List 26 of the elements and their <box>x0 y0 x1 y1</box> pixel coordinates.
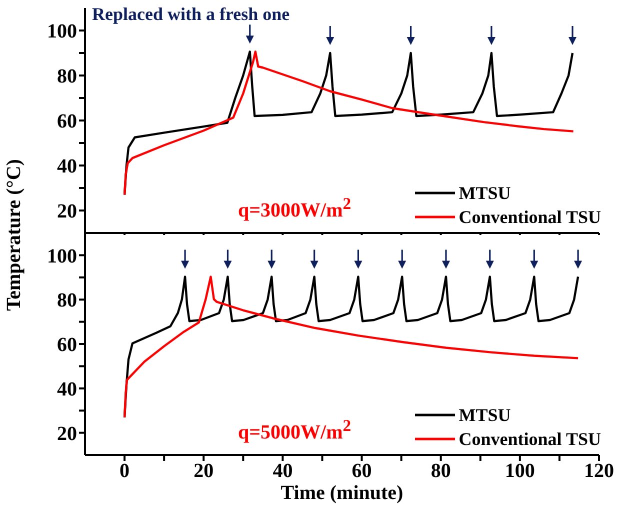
legend-label: MTSU <box>458 182 511 204</box>
y-tick-label: 40 <box>57 378 77 400</box>
legend-label: Conventional TSU <box>458 428 601 450</box>
x-tick-label: 20 <box>194 460 214 482</box>
x-tick-label: 80 <box>430 460 451 482</box>
x-tick-label: 60 <box>352 460 372 482</box>
annotation: Replaced with a fresh one <box>92 4 290 25</box>
annotation: q=5000W/m$^{2}$ <box>238 416 352 445</box>
y-tick-label: 60 <box>57 334 77 356</box>
legend-label: Conventional TSU <box>458 206 601 228</box>
x-tick-label: 40 <box>272 460 293 482</box>
annotation: q=3000W/m$^{2}$ <box>238 194 352 223</box>
y-tick-label: 20 <box>57 422 77 445</box>
x-tick-label: 120 <box>584 460 614 482</box>
x-tick-label: 0 <box>120 460 130 482</box>
y-tick-label: 100 <box>47 245 77 268</box>
y-tick-label: 40 <box>57 156 77 178</box>
y-axis-title: Temperature (°C) <box>3 159 25 311</box>
y-tick-label: 80 <box>57 66 77 88</box>
x-tick-label: 100 <box>504 460 535 482</box>
legend-label: MTSU <box>458 404 511 426</box>
y-tick-label: 20 <box>57 200 77 223</box>
x-axis-title: Time (minute) <box>280 482 404 504</box>
y-tick-label: 60 <box>57 110 77 133</box>
y-tick-label: 80 <box>57 290 77 312</box>
y-tick-label: 100 <box>47 20 77 43</box>
